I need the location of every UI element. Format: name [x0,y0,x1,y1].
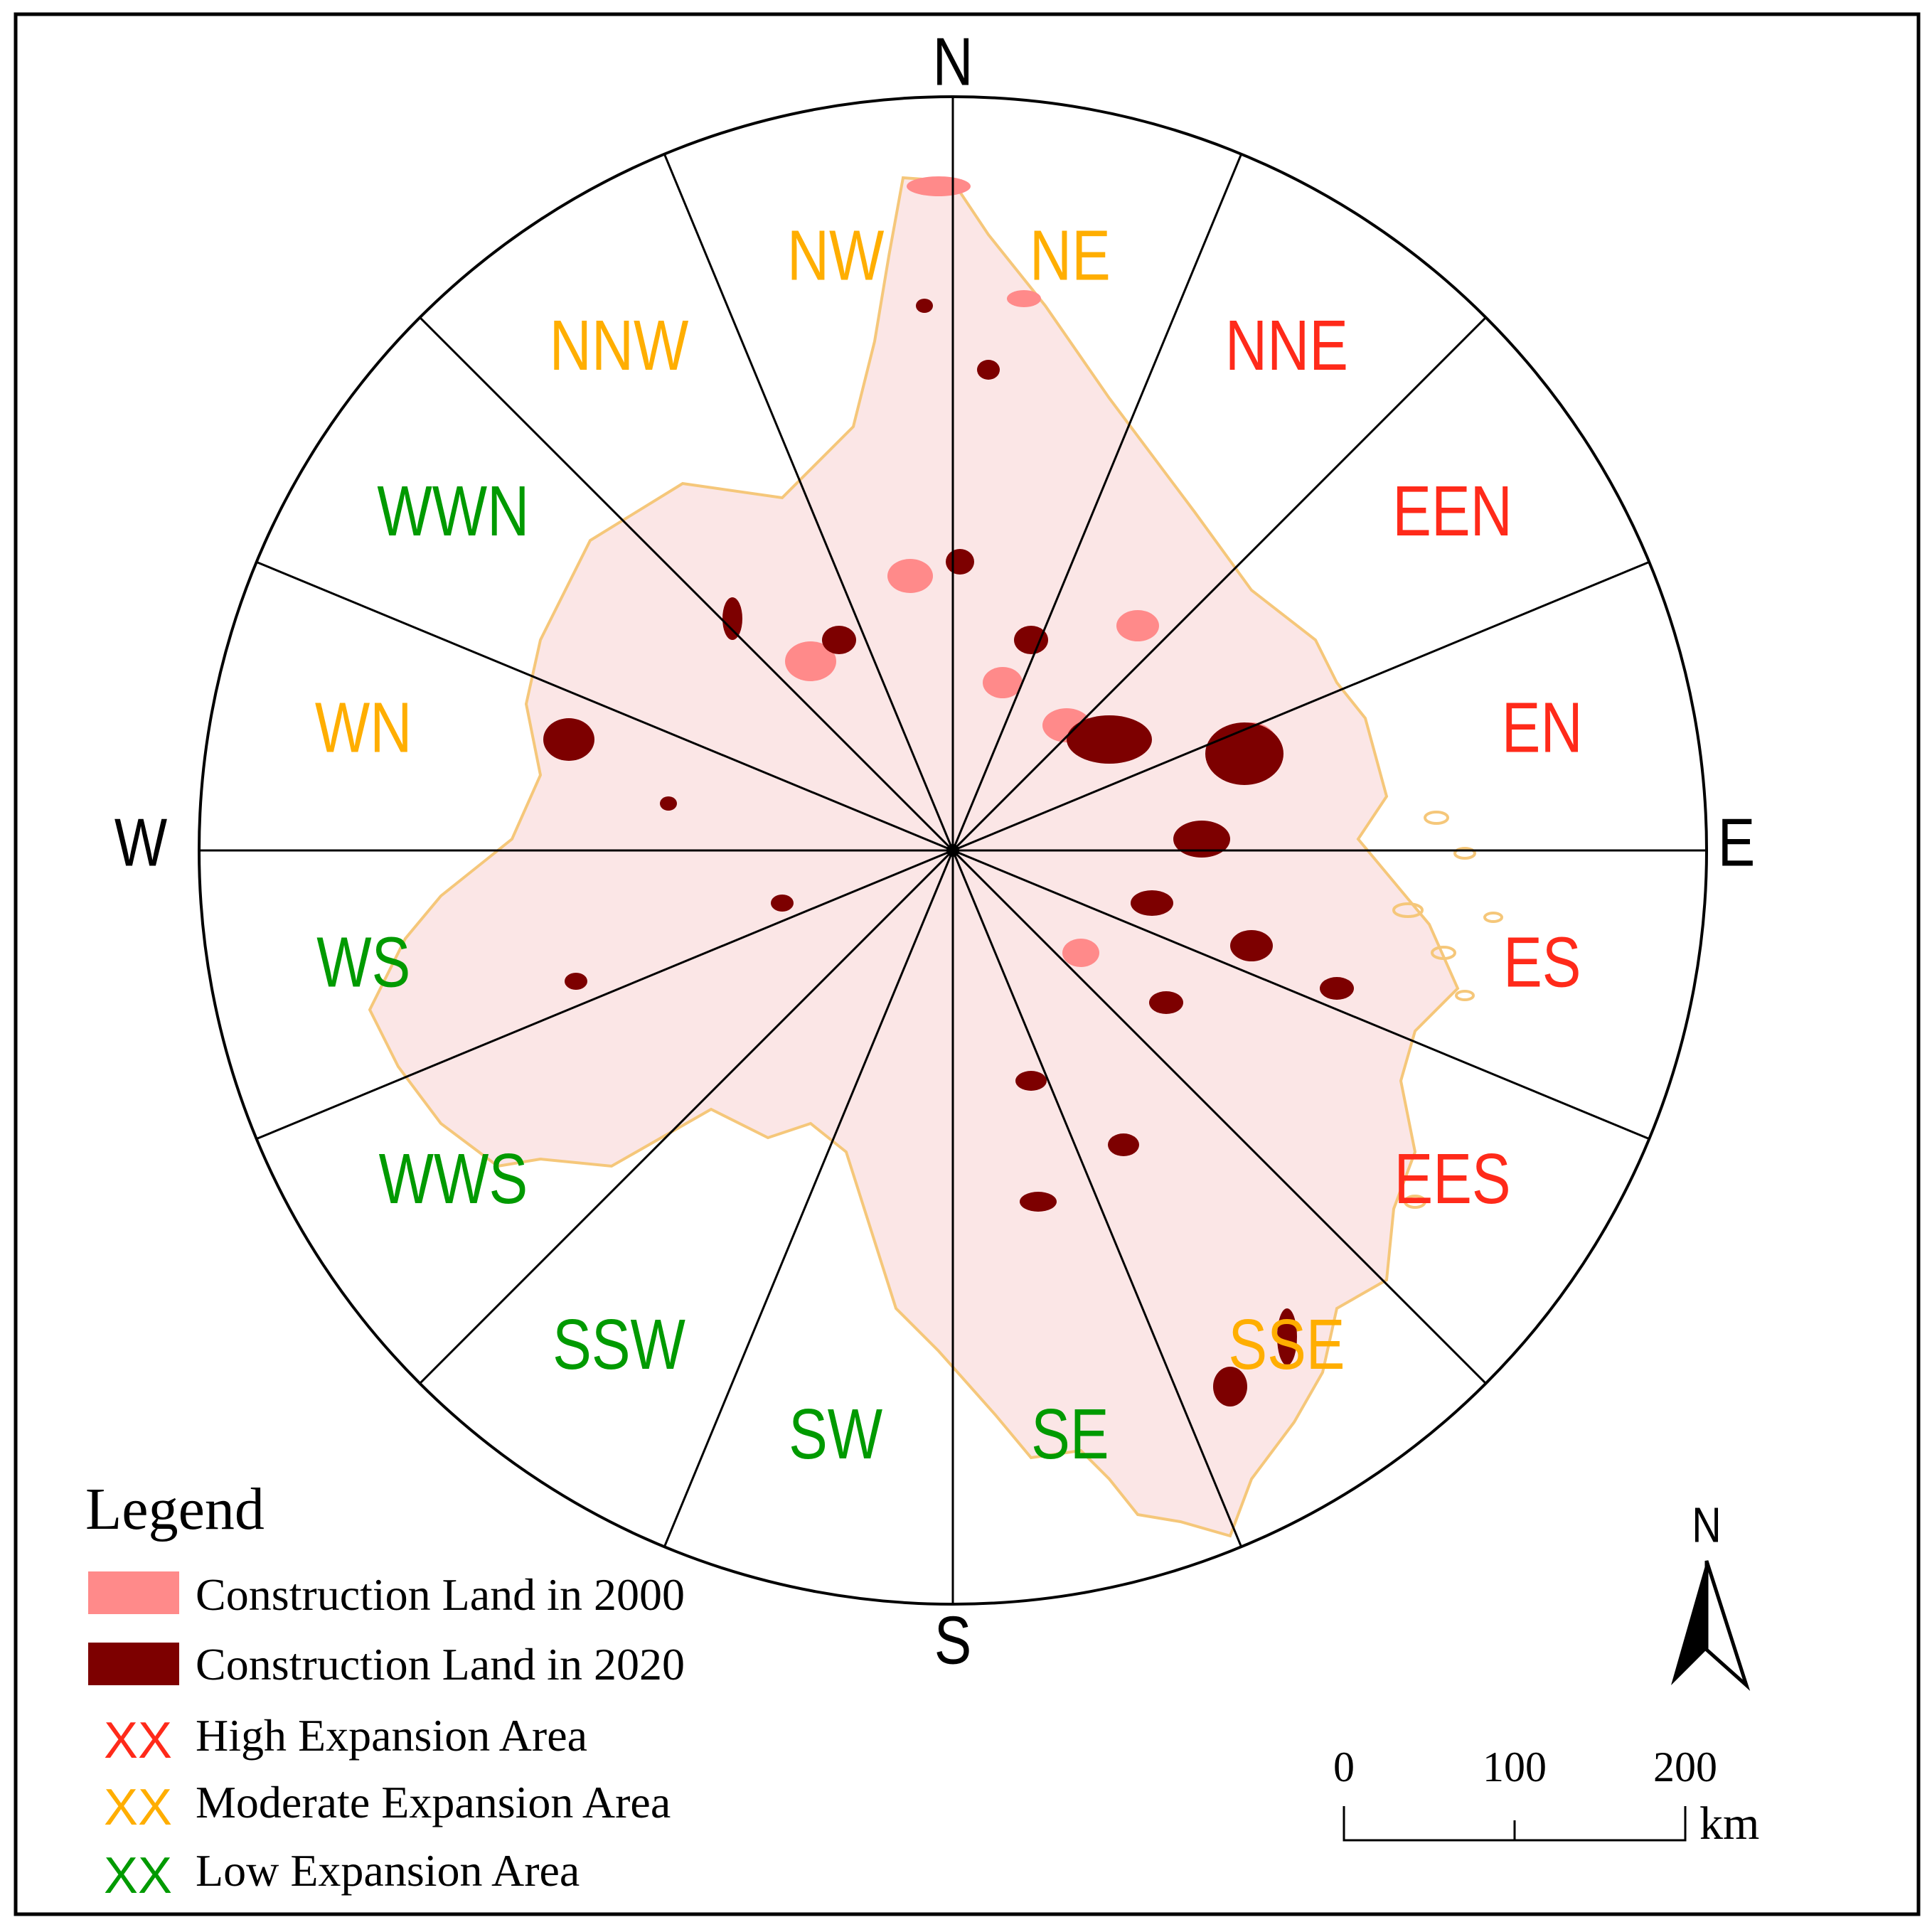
sector-label-ne: NE [1030,216,1111,296]
compass-label-south: S [934,1602,972,1678]
sector-label-wws: WWS [379,1139,528,1219]
sector-label-ssw: SSW [553,1305,685,1384]
scale-bar: 0 100 200 km [1333,1744,1759,1849]
north-arrow: N [1671,1497,1751,1691]
scale-unit: km [1699,1798,1759,1849]
sector-label-sw: SW [789,1395,882,1475]
sector-label-sse: SSE [1228,1305,1345,1384]
legend-title: Legend [85,1476,265,1542]
legend-marker-high: XX [104,1712,172,1769]
legend-marker-low: XX [104,1847,172,1904]
legend-swatch-land-2020 [88,1643,179,1685]
study-area-outline [368,176,1460,1538]
legend: Legend Construction Land in 2000 Constru… [85,1476,685,1904]
scale-tick-200: 200 [1653,1744,1717,1790]
sector-label-es: ES [1503,923,1581,1003]
sector-label-en: EN [1502,688,1583,768]
sector-label-se: SE [1031,1395,1109,1475]
sector-labels: NE NNE EEN EN ES EES SSE SE SW SSW WWS WS WN WWN NNW NW [315,216,1583,1474]
compass-label-east: E [1718,804,1756,880]
scale-tick-0: 0 [1333,1744,1355,1790]
sector-label-ees: EES [1394,1139,1511,1219]
compass-label-west: W [114,804,167,880]
sector-label-wn: WN [315,688,412,768]
legend-swatch-land-2000 [88,1571,179,1614]
sector-label-wwn: WWN [377,471,529,551]
legend-label-low: Low Expansion Area [196,1845,580,1896]
north-arrow-label: N [1692,1497,1721,1553]
sector-label-een: EEN [1392,471,1512,551]
legend-label-high: High Expansion Area [196,1710,587,1761]
sector-label-nw: NW [787,216,885,296]
sector-label-nne: NNE [1225,306,1348,385]
compass-center [946,844,959,857]
compass-rose: NENNEEENENESEESSSESESWSSWWWSWSWNWWNNNWNW… [114,23,1755,1678]
sector-label-nnw: NNW [550,306,689,385]
north-arrow-right-half [1704,1560,1751,1691]
scale-bar-line [1343,1806,1687,1842]
legend-label-moderate: Moderate Expansion Area [196,1777,671,1827]
scale-tick-100: 100 [1483,1744,1547,1790]
offshore-islands [1392,811,1503,1209]
compass-label-north: N [933,23,973,100]
legend-label-land-2000: Construction Land in 2000 [196,1569,685,1620]
north-arrow-left-half [1671,1561,1707,1685]
legend-marker-moderate: XX [104,1779,172,1836]
study-area-map [368,176,1503,1538]
legend-label-land-2020: Construction Land in 2020 [196,1639,685,1690]
sector-label-ws: WS [316,923,410,1003]
figure-border [14,12,1921,1916]
